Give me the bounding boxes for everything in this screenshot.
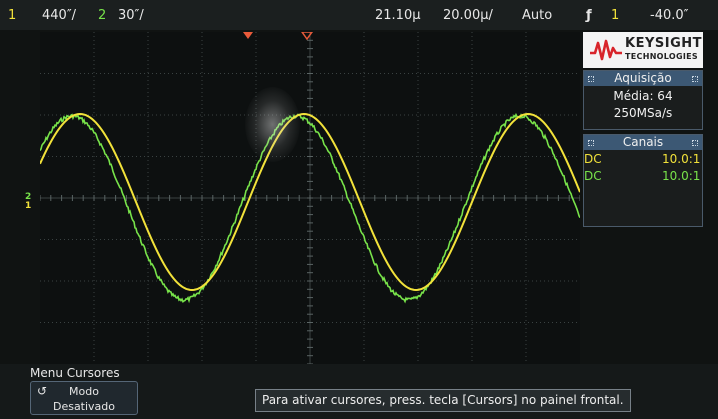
acquisition-mode: Média: 64	[613, 89, 673, 103]
graticule	[40, 32, 580, 364]
screen-glare	[245, 87, 300, 162]
ch2-number[interactable]: 2	[98, 8, 107, 23]
trigger-icon: ƒ	[586, 8, 592, 23]
softkey-value: Desativado	[52, 400, 116, 413]
channel-row-1: DC 10.0:1	[584, 150, 702, 167]
status-message: Para ativar cursores, press. tecla [Curs…	[255, 389, 631, 412]
run-mode[interactable]: Auto	[522, 8, 553, 23]
delay-marker	[301, 32, 313, 41]
status-bar: 1 440″/ 2 30″/ 21.10µ 20.00µ/ Auto ƒ 1 -…	[0, 0, 718, 30]
channels-title: Canais	[584, 135, 702, 150]
channel-row-2: DC 10.0:1	[584, 167, 702, 184]
keysight-wave-icon	[590, 39, 622, 61]
trigger-source[interactable]: 1	[611, 8, 620, 23]
acquisition-box[interactable]: Aquisição Média: 64 250MSa/s	[583, 70, 703, 130]
logo-name: KEYSIGHT	[625, 36, 702, 51]
trigger-position-marker	[243, 32, 253, 39]
trigger-level[interactable]: -40.0″	[650, 8, 689, 23]
info-panel: KEYSIGHT TECHNOLOGIES Aquisição Média: 6…	[583, 32, 703, 227]
ch1-coupling: DC	[584, 152, 602, 166]
ch2-waveform	[40, 112, 580, 304]
ch1-marker-label: 1	[25, 201, 32, 211]
ch2-scale[interactable]: 30″/	[118, 8, 144, 23]
time-position[interactable]: 21.10µ	[375, 8, 421, 23]
softkey-bar: Menu Cursores ↺ Modo Desativado Para ati…	[0, 364, 718, 419]
ch2-probe: 10.0:1	[662, 169, 701, 183]
ch1-scale[interactable]: 440″/	[42, 8, 77, 23]
waveform-display[interactable]	[40, 32, 580, 364]
logo-sub: TECHNOLOGIES	[625, 52, 698, 61]
time-scale[interactable]: 20.00µ/	[443, 8, 493, 23]
mode-softkey[interactable]: ↺ Modo Desativado	[30, 381, 138, 415]
keysight-logo: KEYSIGHT TECHNOLOGIES	[583, 32, 703, 68]
menu-title: Menu Cursores	[30, 366, 120, 380]
softkey-label: Modo	[69, 385, 99, 398]
channels-box[interactable]: Canais DC 10.0:1 DC 10.0:1	[583, 134, 703, 227]
rotate-knob-icon: ↺	[37, 384, 48, 398]
ch2-coupling: DC	[584, 169, 602, 183]
ch1-probe: 10.0:1	[662, 152, 701, 166]
ch2-marker-label: 2	[25, 192, 32, 202]
ch1-number[interactable]: 1	[8, 8, 17, 23]
sample-rate: 250MSa/s	[613, 106, 673, 120]
acquisition-title: Aquisição	[584, 71, 702, 86]
channel-ground-marker[interactable]: 2 1	[25, 193, 37, 211]
ch1-waveform	[40, 112, 580, 292]
